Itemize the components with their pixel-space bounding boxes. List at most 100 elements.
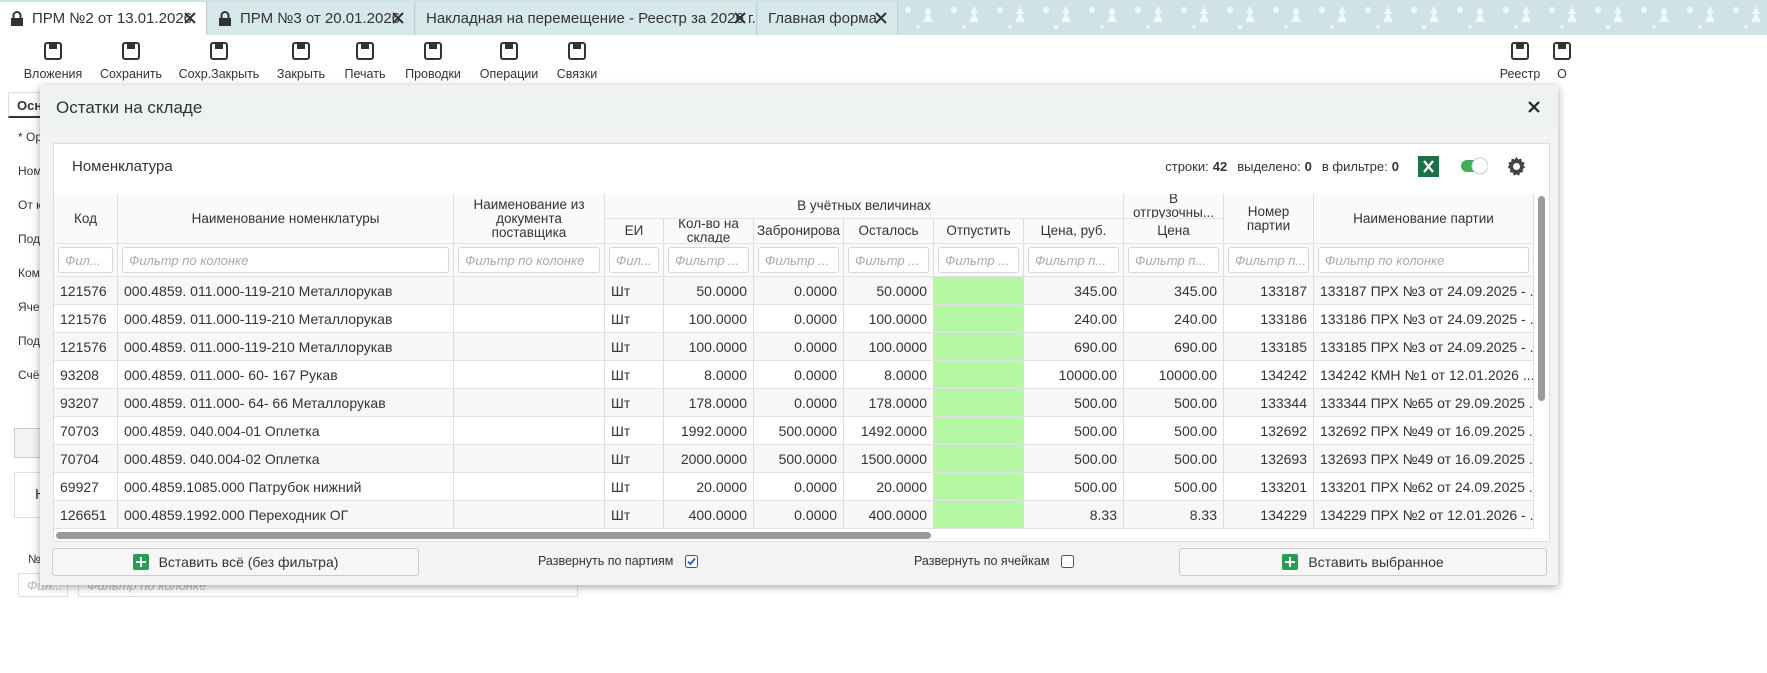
filter-input[interactable]: Фильтр по колонке [122,247,449,273]
table-cell: 134229 ПРХ №2 от 12.01.2026 - ... [1314,501,1534,529]
toolbar-label: Связки [556,67,598,81]
filter-cell: Фильтр ... [844,244,934,277]
tab[interactable]: ПРМ №3 от 20.01.2026 [208,2,415,35]
table-cell: 500.00 [1024,473,1124,501]
table-cell: 500.0000 [754,445,844,473]
tool-icon [44,42,62,60]
toggle[interactable] [1460,157,1488,175]
tab[interactable]: Главная форма [758,2,898,35]
filter-input[interactable]: Фильтр п... [1128,247,1219,273]
column-header: Осталось [844,219,934,244]
table-cell: 000.4859. 040.004-01 Оплетка [118,417,454,445]
column-header: Кол-во на складе [664,219,754,244]
toolbar-button[interactable]: Операции [464,38,554,81]
table-cell: Шт [605,501,664,529]
filter-input[interactable]: Фил... [609,247,659,273]
h-scrollbar[interactable] [56,532,931,539]
insert-selected-button[interactable]: Вставить выбранное [1179,548,1547,576]
table-cell[interactable] [934,445,1024,473]
table-cell: 178.0000 [844,389,934,417]
table-cell: 690.00 [1024,333,1124,361]
tool-icon [356,42,374,60]
column-header: Наименование номенклатуры [118,194,454,244]
table-cell: 345.00 [1124,277,1224,305]
table-cell: 93208 [54,361,118,389]
filter-input[interactable]: Фильтр по колонке [1318,247,1529,273]
button-label: Вставить выбранное [1308,554,1444,570]
close-icon[interactable] [734,12,746,24]
table-cell: 0.0000 [754,473,844,501]
plus-icon [132,554,149,570]
lock-icon [11,10,23,26]
filter-input[interactable]: Фильтр ... [938,247,1019,273]
table-cell[interactable] [934,501,1024,529]
tab[interactable]: ПРМ №2 от 13.01.2026 [0,2,207,35]
filter-input[interactable]: Фильтр ... [668,247,749,273]
toolbar-button[interactable]: Проводки [388,38,478,81]
table-cell: 0.0000 [754,361,844,389]
table-cell[interactable] [934,277,1024,305]
toolbar-button[interactable]: Реестр [1475,38,1565,81]
toolbar-button[interactable]: Сохр.Закрыть [174,38,264,81]
table-cell: 500.0000 [754,417,844,445]
table-cell[interactable] [934,333,1024,361]
table-cell [454,277,605,305]
table-cell[interactable] [934,361,1024,389]
close-icon[interactable] [184,12,196,24]
table-cell[interactable] [934,305,1024,333]
column-header: ЕИ [605,219,664,244]
filter-input[interactable]: Фил... [58,247,113,273]
table-cell[interactable] [934,473,1024,501]
filter-input[interactable]: Фильтр п... [1228,247,1309,273]
excel-icon[interactable] [1418,156,1439,177]
toolbar-button[interactable]: О [1517,38,1607,81]
filter-input[interactable]: Фильтр по колонке [458,247,600,273]
table-cell: 133201 ПРХ №62 от 24.09.2025 ... [1314,473,1534,501]
table-cell: 70704 [54,445,118,473]
close-icon[interactable] [875,12,887,24]
table-cell: 1500.0000 [844,445,934,473]
checkbox-row: Развернуть по партиям [538,554,699,568]
table-cell: Шт [605,417,664,445]
filter-input[interactable]: Фильтр п... [1028,247,1119,273]
close-icon[interactable] [1528,101,1540,113]
close-icon[interactable] [392,12,404,24]
table-cell: 10000.00 [1024,361,1124,389]
checkbox[interactable] [1061,554,1075,568]
table-cell[interactable] [934,417,1024,445]
filter-input[interactable]: Фильтр ... [848,247,929,273]
dialog: Остатки на складе Номенклатура строки: 42… [40,85,1558,585]
toolbar-button[interactable]: Вложения [8,38,98,81]
toolbar-button[interactable]: Печать [320,38,410,81]
table-cell: 70703 [54,417,118,445]
table-cell: 0.0000 [754,277,844,305]
toolbar-button[interactable]: Закрыть [256,38,346,81]
settings-icon[interactable] [1506,156,1527,177]
column-header: Цена [1124,219,1224,244]
table-cell: 345.00 [1024,277,1124,305]
table-cell[interactable] [934,389,1024,417]
toolbar-button[interactable]: Связки [532,38,622,81]
table-cell: 240.00 [1124,305,1224,333]
table-cell: 690.00 [1124,333,1224,361]
filter-input[interactable]: Фильтр ... [758,247,839,273]
table-cell: 133187 ПРХ №3 от 24.09.2025 - ... [1314,277,1534,305]
tab-label: Накладная на перемещение - Реестр за 202… [426,10,756,27]
table-cell: 000.4859. 011.000-119-210 Металлорукав [118,305,454,333]
toolbar-button[interactable]: Сохранить [86,38,176,81]
stat-value: 0 [1391,159,1399,174]
filter-cell: Фильтр п... [1024,244,1124,277]
table-cell: 500.00 [1124,389,1224,417]
checkbox-label: Развернуть по ячейкам [914,554,1050,568]
table-cell: 8.0000 [664,361,754,389]
filter-cell: Фильтр ... [934,244,1024,277]
button-label: Вставить всё (без фильтра) [158,554,339,570]
toolbar-label: Проводки [405,67,461,81]
insert-all-button[interactable]: Вставить всё (без фильтра) [52,548,419,576]
v-scrollbar[interactable] [1538,196,1545,401]
checkbox-checked[interactable] [685,554,699,568]
table-cell: 133344 [1224,389,1314,417]
tab[interactable]: Накладная на перемещение - Реестр за 202… [416,2,757,35]
panel: Номенклатура строки: 42 выделено: 0 в фильтр… [53,143,1550,542]
table-cell: 500.00 [1124,445,1224,473]
